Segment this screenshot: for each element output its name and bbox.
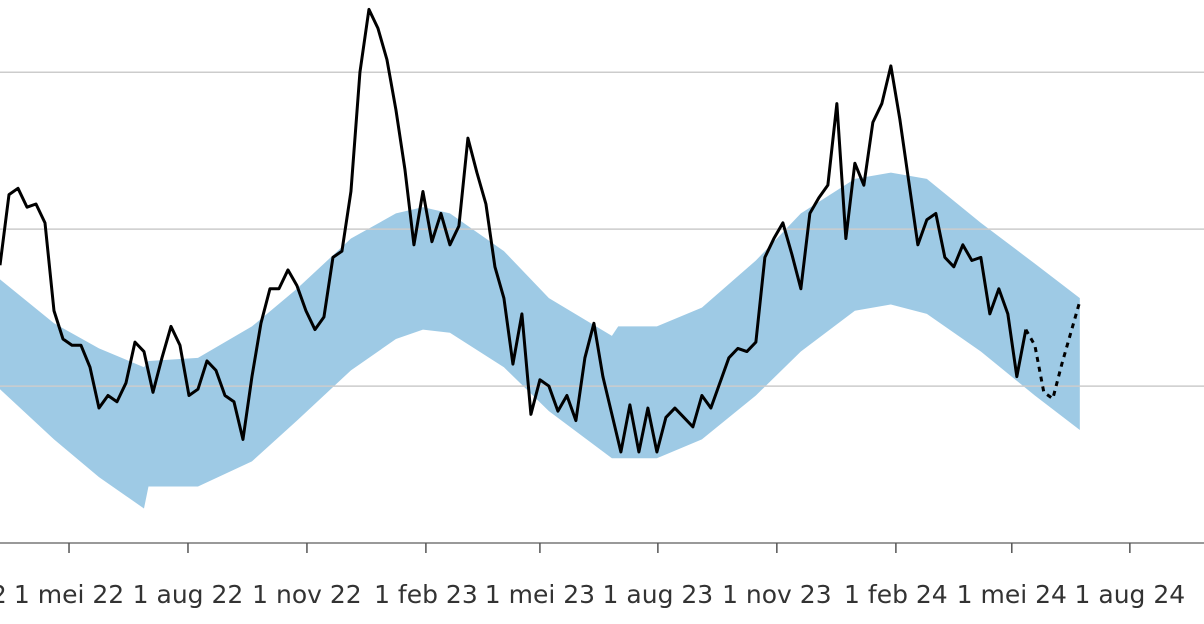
- x-tick-label: 1 mei 22: [14, 580, 124, 609]
- x-tick-label: 1 feb 23: [374, 580, 478, 609]
- x-tick-label: 1 feb 24: [844, 580, 948, 609]
- line: [0, 7, 1028, 454]
- band: [0, 172, 1080, 509]
- x-tick-label: 1 mei 24: [957, 580, 1067, 609]
- x-tick-label: 1 aug 23: [603, 580, 714, 609]
- x-tick-label: 1 nov 23: [722, 580, 832, 609]
- x-tick-label: 1 nov 22: [252, 580, 362, 609]
- x-tick-label: 1 mei 23: [485, 580, 595, 609]
- x-tick-label: 1 aug 24: [1075, 580, 1186, 609]
- x-tick-label: 1 aug 22: [133, 580, 244, 609]
- x-tick-label: 1 feb 22: [0, 580, 7, 609]
